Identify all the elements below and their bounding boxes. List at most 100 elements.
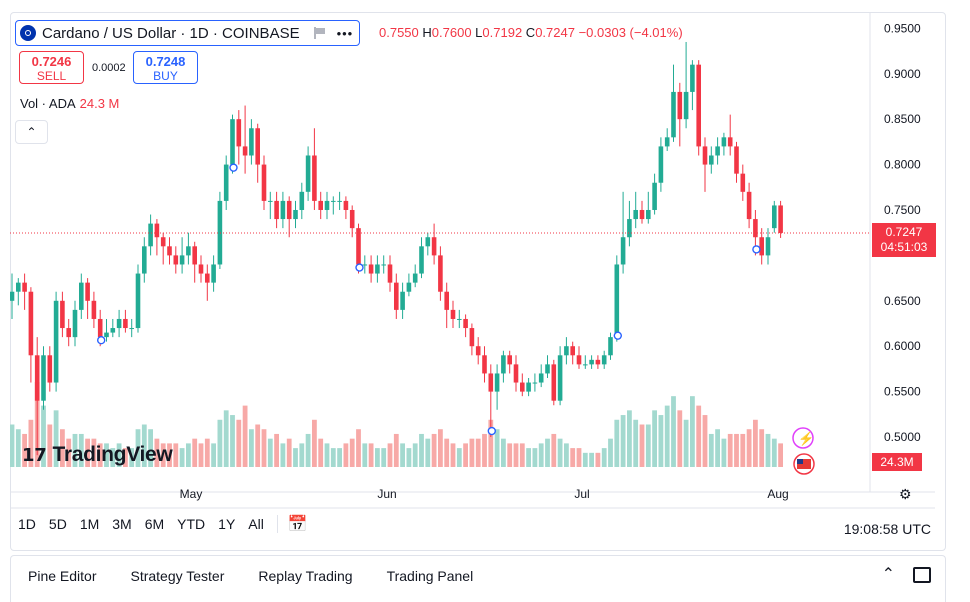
candle-body xyxy=(715,146,720,156)
candle-body xyxy=(469,328,475,347)
collapse-legend-button[interactable]: ⌃ xyxy=(15,120,48,144)
candle-body xyxy=(444,291,449,310)
candle-body xyxy=(312,155,317,201)
volume-bar xyxy=(261,429,267,467)
clock[interactable]: 19:08:58 UTC xyxy=(843,521,931,537)
volume-bar xyxy=(236,419,242,467)
calendar-goto-icon[interactable]: 📅 xyxy=(287,516,308,533)
buy-button[interactable]: 0.7248 BUY xyxy=(133,51,198,84)
volume-bar xyxy=(601,448,607,467)
volume-bar xyxy=(652,410,657,467)
candle-body xyxy=(557,355,563,401)
volume-bar xyxy=(368,443,374,467)
tab-pine-editor[interactable]: Pine Editor xyxy=(28,568,97,584)
close-label: C xyxy=(525,25,536,40)
range-1y[interactable]: 1Y xyxy=(218,516,236,532)
candle-body xyxy=(104,332,109,338)
range-1d[interactable]: 1D xyxy=(18,516,36,532)
candle-body xyxy=(633,209,638,220)
candle-body xyxy=(331,200,336,202)
candle-body xyxy=(142,246,147,274)
candle-body xyxy=(305,155,311,192)
candle-body xyxy=(482,355,487,374)
candle-body xyxy=(375,264,380,274)
event-marker-icon xyxy=(613,331,622,340)
more-options-button[interactable]: ••• xyxy=(336,25,354,41)
candle-body xyxy=(16,282,21,292)
candle-body xyxy=(595,359,601,365)
volume-bar xyxy=(696,405,702,467)
volume-bar xyxy=(381,448,387,467)
flag-stripe xyxy=(797,459,811,469)
candle-body xyxy=(671,91,676,138)
range-1m[interactable]: 1M xyxy=(79,516,100,532)
candle-body xyxy=(10,291,15,301)
range-all[interactable]: All xyxy=(248,516,264,532)
candle-body xyxy=(274,200,279,220)
candle-body xyxy=(507,355,512,365)
range-3m[interactable]: 3M xyxy=(112,516,132,532)
candle-body xyxy=(765,237,771,256)
candle-body xyxy=(570,346,575,356)
event-marker-icon xyxy=(752,245,761,254)
volume-bar xyxy=(690,396,695,467)
volume-bar xyxy=(66,438,72,467)
volume-bar xyxy=(582,452,588,467)
volume-bar xyxy=(249,429,254,467)
range-ytd[interactable]: YTD xyxy=(177,516,206,532)
range-6m[interactable]: 6M xyxy=(144,516,165,532)
candle-body xyxy=(690,64,695,92)
chevron-up-icon[interactable]: ⌃ xyxy=(881,566,895,583)
volume-bar xyxy=(186,443,191,467)
candle-body xyxy=(564,346,569,356)
symbol-search[interactable]: Cardano / US Dollar · 1D · COINBASE ••• xyxy=(15,20,361,46)
volume-bar xyxy=(627,410,632,467)
candle-body xyxy=(488,373,494,392)
volume-bar xyxy=(551,433,557,467)
volume-bar xyxy=(53,410,59,467)
price-chart[interactable]: 0.9500 0.9000 0.8500 0.8000 0.7500 0.6500 0.60… xyxy=(10,12,935,548)
candle-body xyxy=(129,328,134,330)
candle-body xyxy=(293,209,298,220)
volume-bar xyxy=(444,438,450,467)
tradingview-logo: 17 TradingView xyxy=(22,443,173,467)
tab-trading-panel[interactable]: Trading Panel xyxy=(386,568,474,584)
volume-bar xyxy=(362,443,368,467)
volume-bar xyxy=(160,443,166,467)
volume-bar xyxy=(47,424,53,467)
flag-icon[interactable] xyxy=(313,27,325,39)
volume-bar xyxy=(41,405,46,467)
sell-button[interactable]: 0.7246 SELL xyxy=(19,51,84,84)
volume-bar xyxy=(721,438,727,467)
tab-replay-trading[interactable]: Replay Trading xyxy=(258,568,353,584)
candle-body xyxy=(702,146,708,165)
volume-bar xyxy=(141,424,147,467)
settings-icon[interactable]: ⚙ xyxy=(899,486,912,502)
volume-bar xyxy=(595,452,601,467)
candle-body xyxy=(324,200,330,210)
candle-body xyxy=(236,119,242,147)
volume-bar xyxy=(507,443,513,467)
candle-body xyxy=(406,282,412,292)
open-value: 0.7550 xyxy=(379,25,419,40)
candle-body xyxy=(85,282,90,301)
maximize-icon[interactable] xyxy=(913,567,931,583)
range-5d[interactable]: 5D xyxy=(48,516,67,532)
volume-bar xyxy=(740,433,746,467)
volume-bar xyxy=(645,424,651,467)
volume-bar xyxy=(274,433,279,467)
candle-body xyxy=(66,328,71,338)
volume-bar xyxy=(72,433,78,467)
volume-bar xyxy=(97,443,103,467)
volume-bar xyxy=(267,438,273,467)
candle-body xyxy=(608,337,613,356)
volume-bar xyxy=(356,429,361,467)
candle-body xyxy=(709,155,714,165)
volume-bar xyxy=(734,433,739,467)
volume-bar xyxy=(778,443,783,467)
candle-body xyxy=(368,264,374,274)
candle-body xyxy=(652,182,657,210)
volume-bar xyxy=(192,438,198,467)
divider xyxy=(276,515,278,533)
tab-strategy-tester[interactable]: Strategy Tester xyxy=(130,568,225,584)
